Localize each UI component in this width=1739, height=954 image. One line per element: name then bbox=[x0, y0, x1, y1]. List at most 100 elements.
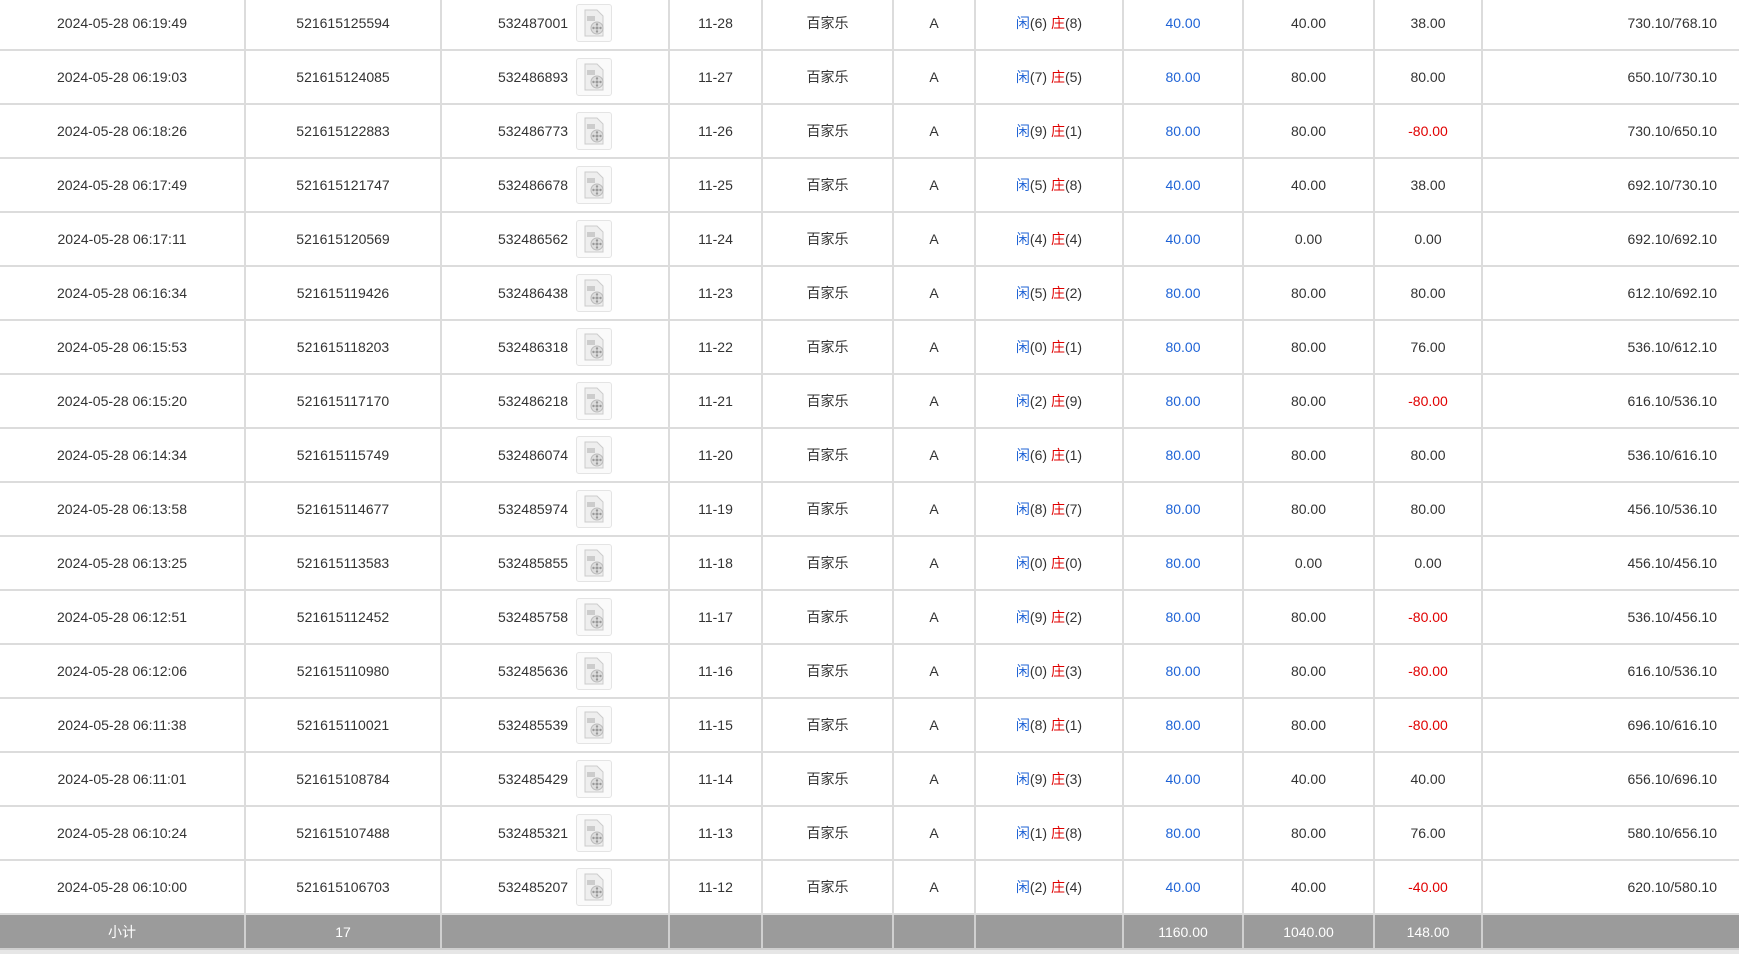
table-row: 2024-05-28 06:10:00 521615106703 532485207… bbox=[0, 860, 1739, 915]
banker-points: (8) bbox=[1064, 825, 1083, 841]
bet-amount: 80.00 bbox=[1122, 536, 1244, 591]
round-video-icon[interactable] bbox=[576, 58, 613, 96]
round-video-icon[interactable] bbox=[576, 166, 613, 204]
player-label: 闲 bbox=[1015, 447, 1030, 463]
round-id-cell: 532485207 bbox=[440, 860, 670, 915]
round-video-icon[interactable] bbox=[576, 274, 613, 312]
balance-change: 536.10/456.10 bbox=[1481, 590, 1739, 645]
round-video-icon[interactable] bbox=[576, 868, 613, 906]
shoe-number: 11-15 bbox=[668, 698, 763, 753]
player-label: 闲 bbox=[1015, 15, 1030, 31]
round-video-icon[interactable] bbox=[576, 760, 613, 798]
shoe-number: 11-17 bbox=[668, 590, 763, 645]
round-video-icon[interactable] bbox=[576, 328, 613, 366]
player-points: (9) bbox=[1029, 771, 1048, 787]
valid-bet: 40.00 bbox=[1242, 752, 1375, 807]
valid-bet: 40.00 bbox=[1242, 0, 1375, 51]
result: 闲(1) 庄(8) bbox=[974, 806, 1124, 861]
game-name: 百家乐 bbox=[761, 806, 894, 861]
result: 闲(5) 庄(8) bbox=[974, 158, 1124, 213]
banker-points: (0) bbox=[1064, 555, 1083, 571]
balance-change: 696.10/616.10 bbox=[1481, 698, 1739, 753]
round-video-icon[interactable] bbox=[576, 436, 613, 474]
subtotal-valid: 1040.00 bbox=[1242, 914, 1375, 950]
balance-change: 580.10/656.10 bbox=[1481, 806, 1739, 861]
table-name: A bbox=[892, 266, 976, 321]
player-label: 闲 bbox=[1015, 339, 1030, 355]
round-id: 532486562 bbox=[497, 231, 569, 247]
round-id: 532485758 bbox=[497, 609, 569, 625]
round-video-icon[interactable] bbox=[576, 814, 613, 852]
game-name: 百家乐 bbox=[761, 320, 894, 375]
table-name: A bbox=[892, 536, 976, 591]
table-name: A bbox=[892, 806, 976, 861]
game-name: 百家乐 bbox=[761, 698, 894, 753]
round-video-icon[interactable] bbox=[576, 490, 613, 528]
game-name: 百家乐 bbox=[761, 428, 894, 483]
banker-points: (1) bbox=[1064, 717, 1083, 733]
bet-time: 2024-05-28 06:18:26 bbox=[0, 104, 246, 159]
table-row: 2024-05-28 06:16:34 521615119426 532486438… bbox=[0, 266, 1739, 321]
bet-id: 521615110980 bbox=[244, 644, 442, 699]
round-video-icon[interactable] bbox=[576, 652, 613, 690]
banker-label: 庄 bbox=[1050, 771, 1065, 787]
game-name: 百家乐 bbox=[761, 590, 894, 645]
win-loss: -80.00 bbox=[1373, 644, 1483, 699]
round-id: 532486318 bbox=[497, 339, 569, 355]
banker-points: (1) bbox=[1064, 123, 1083, 139]
valid-bet: 80.00 bbox=[1242, 698, 1375, 753]
result: 闲(8) 庄(7) bbox=[974, 482, 1124, 537]
table-row: 2024-05-28 06:12:51 521615112452 532485758… bbox=[0, 590, 1739, 645]
table-name: A bbox=[892, 212, 976, 267]
result: 闲(9) 庄(3) bbox=[974, 752, 1124, 807]
round-id: 532485974 bbox=[497, 501, 569, 517]
banker-label: 庄 bbox=[1050, 663, 1065, 679]
game-name: 百家乐 bbox=[761, 0, 894, 51]
table-name: A bbox=[892, 320, 976, 375]
banker-points: (1) bbox=[1064, 339, 1083, 355]
round-video-icon[interactable] bbox=[576, 112, 613, 150]
bet-id: 521615114677 bbox=[244, 482, 442, 537]
result: 闲(6) 庄(8) bbox=[974, 0, 1124, 51]
bet-time: 2024-05-28 06:10:24 bbox=[0, 806, 246, 861]
bet-time: 2024-05-28 06:14:34 bbox=[0, 428, 246, 483]
player-points: (0) bbox=[1029, 339, 1048, 355]
shoe-number: 11-16 bbox=[668, 644, 763, 699]
subtotal-label: 小计 bbox=[0, 914, 246, 950]
round-video-icon[interactable] bbox=[576, 4, 613, 42]
bet-amount: 80.00 bbox=[1122, 806, 1244, 861]
balance-change: 616.10/536.10 bbox=[1481, 644, 1739, 699]
table-row: 2024-05-28 06:15:20 521615117170 532486218… bbox=[0, 374, 1739, 429]
valid-bet: 0.00 bbox=[1242, 212, 1375, 267]
shoe-number: 11-28 bbox=[668, 0, 763, 51]
round-id-cell: 532486678 bbox=[440, 158, 670, 213]
bet-id: 521615118203 bbox=[244, 320, 442, 375]
table-name: A bbox=[892, 752, 976, 807]
balance-change: 730.10/650.10 bbox=[1481, 104, 1739, 159]
bet-time: 2024-05-28 06:19:03 bbox=[0, 50, 246, 105]
subtotal-bet: 1160.00 bbox=[1122, 914, 1244, 950]
player-points: (8) bbox=[1029, 501, 1048, 517]
banker-points: (9) bbox=[1064, 393, 1083, 409]
bet-time: 2024-05-28 06:17:49 bbox=[0, 158, 246, 213]
table-name: A bbox=[892, 428, 976, 483]
round-id-cell: 532485539 bbox=[440, 698, 670, 753]
valid-bet: 80.00 bbox=[1242, 104, 1375, 159]
player-points: (4) bbox=[1029, 231, 1048, 247]
banker-points: (1) bbox=[1064, 447, 1083, 463]
banker-points: (8) bbox=[1064, 177, 1083, 193]
round-video-icon[interactable] bbox=[576, 382, 613, 420]
player-points: (7) bbox=[1029, 69, 1048, 85]
bet-amount: 80.00 bbox=[1122, 50, 1244, 105]
player-points: (2) bbox=[1029, 879, 1048, 895]
game-name: 百家乐 bbox=[761, 644, 894, 699]
round-id: 532486438 bbox=[497, 285, 569, 301]
table-row: 2024-05-28 06:19:03 521615124085 532486893… bbox=[0, 50, 1739, 105]
round-video-icon[interactable] bbox=[576, 544, 613, 582]
bet-id: 521615124085 bbox=[244, 50, 442, 105]
table-row: 2024-05-28 06:17:11 521615120569 532486562… bbox=[0, 212, 1739, 267]
round-video-icon[interactable] bbox=[576, 598, 613, 636]
round-video-icon[interactable] bbox=[576, 220, 613, 258]
bet-time: 2024-05-28 06:10:00 bbox=[0, 860, 246, 915]
round-video-icon[interactable] bbox=[576, 706, 613, 744]
